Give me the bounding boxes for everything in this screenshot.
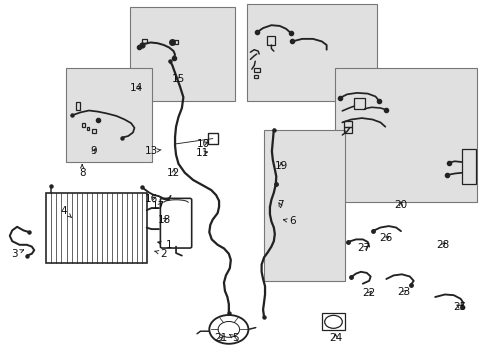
Text: 22: 22	[362, 288, 375, 298]
Bar	[321, 313, 345, 330]
Text: 13: 13	[144, 146, 161, 156]
Bar	[264, 130, 344, 281]
Bar	[254, 68, 260, 72]
Text: 28: 28	[435, 240, 449, 250]
Bar	[334, 68, 476, 202]
Bar	[129, 7, 234, 101]
Text: 14: 14	[130, 83, 143, 93]
Text: 6: 6	[283, 216, 295, 226]
Bar	[87, 127, 89, 130]
Text: 26: 26	[379, 233, 392, 243]
Bar	[142, 39, 146, 43]
Bar	[76, 102, 80, 110]
Bar	[66, 68, 151, 162]
Text: 7: 7	[276, 200, 283, 210]
Bar	[343, 121, 351, 127]
Text: 18: 18	[158, 215, 171, 225]
Text: 3: 3	[11, 249, 23, 259]
Bar	[343, 127, 351, 133]
Text: 15: 15	[171, 74, 185, 84]
Text: 21: 21	[214, 333, 227, 343]
Text: 5: 5	[229, 333, 239, 343]
Text: 16: 16	[144, 194, 158, 204]
Bar	[82, 123, 85, 127]
Text: 17: 17	[152, 201, 165, 211]
Bar	[207, 133, 217, 144]
Bar	[46, 193, 146, 263]
Text: 24: 24	[328, 333, 342, 343]
Text: 25: 25	[452, 302, 466, 312]
Bar	[92, 129, 96, 133]
Text: 4: 4	[60, 206, 72, 218]
Text: 1: 1	[158, 240, 172, 250]
Bar	[461, 149, 475, 184]
Text: 9: 9	[90, 146, 97, 156]
Text: 12: 12	[166, 168, 180, 178]
Text: 27: 27	[357, 243, 370, 253]
Bar	[254, 75, 258, 78]
Text: 20: 20	[394, 200, 407, 210]
Bar	[266, 36, 275, 45]
Bar	[353, 98, 364, 109]
Text: 8: 8	[79, 165, 85, 178]
Bar	[172, 40, 178, 44]
Bar	[246, 4, 376, 101]
Text: 10: 10	[196, 139, 209, 149]
Text: 23: 23	[396, 287, 410, 297]
Text: 2: 2	[155, 249, 167, 259]
Text: 11: 11	[196, 148, 209, 158]
Text: 19: 19	[274, 161, 287, 171]
